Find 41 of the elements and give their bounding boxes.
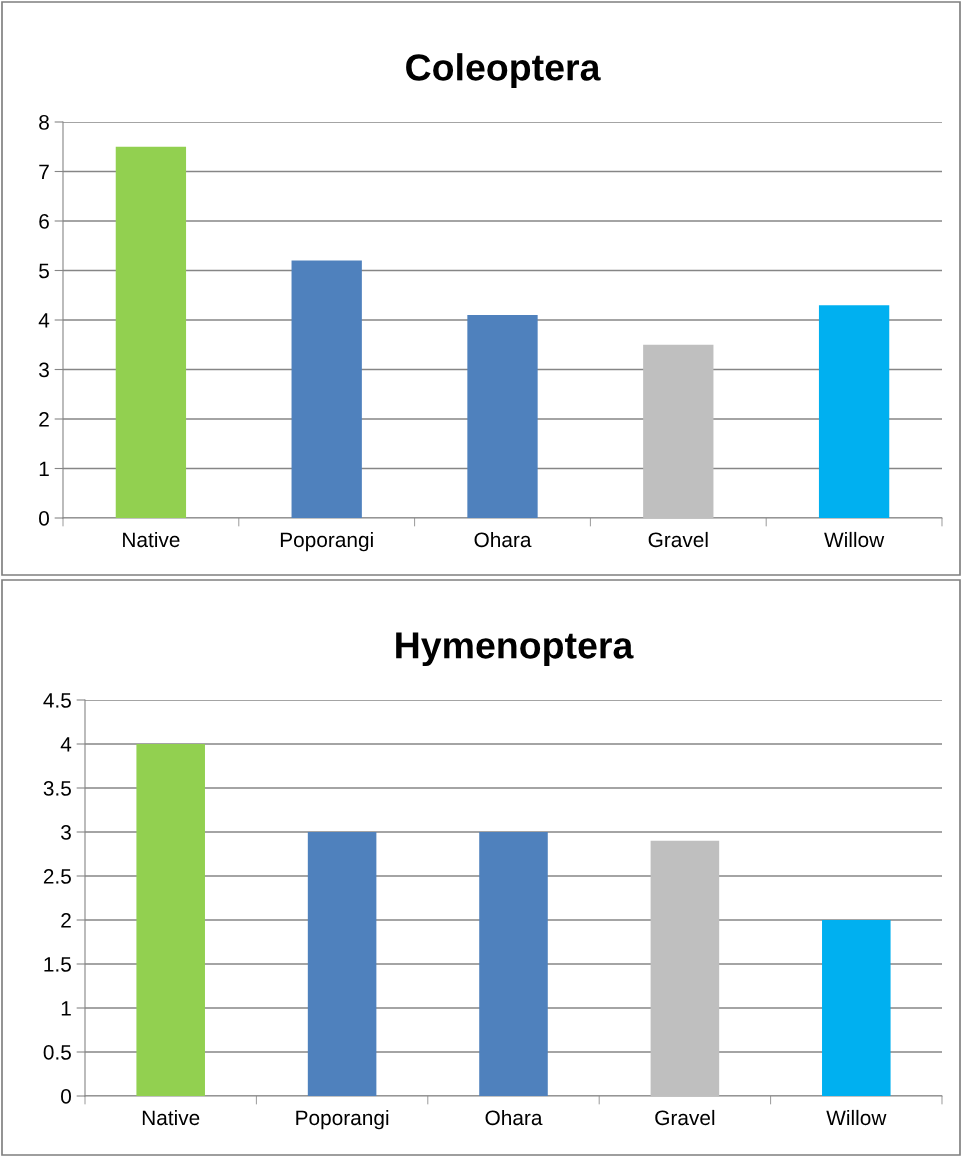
y-tick-label: 7	[39, 164, 49, 180]
bar	[479, 832, 548, 1096]
y-tick-label: 3	[61, 825, 71, 840]
bar	[115, 146, 187, 518]
y-tick-label: 8	[39, 115, 49, 130]
x-tick-label: Ohara	[485, 1109, 543, 1126]
x-tick-label: Gravel	[655, 1109, 715, 1126]
chart-title: Hymenoptera	[396, 632, 634, 667]
y-tick-label: 3	[39, 362, 49, 378]
x-tick-label: Poporangi	[296, 1109, 389, 1130]
bar	[136, 744, 205, 1096]
x-tick-label: Poporangi	[280, 531, 373, 552]
y-tick-label: 0	[61, 1089, 71, 1104]
y-tick-label: 2.5	[43, 869, 71, 884]
x-tick-label: Willow	[824, 531, 885, 548]
y-tick-label: 1	[61, 1001, 71, 1016]
bar	[291, 260, 362, 518]
x-tick-label: Willow	[826, 1109, 887, 1126]
x-tick-label: Native	[123, 531, 180, 548]
x-tick-label: Ohara	[474, 531, 532, 548]
y-tick-label: 0.5	[43, 1045, 71, 1060]
bar	[307, 832, 377, 1096]
y-tick-label: 4.5	[43, 693, 71, 708]
y-tick-label: 2	[39, 412, 49, 427]
y-tick-label: 5	[39, 263, 49, 279]
y-tick-label: 0	[39, 511, 49, 526]
bar	[818, 305, 890, 518]
y-tick-label: 4	[38, 313, 50, 328]
bar	[643, 344, 714, 518]
y-tick-label: 2	[61, 913, 71, 928]
bar	[822, 920, 891, 1096]
y-tick-label: 6	[39, 214, 49, 229]
bar	[650, 840, 720, 1096]
y-tick-label: 1.5	[44, 957, 71, 972]
bar	[467, 315, 538, 518]
x-tick-label: Native	[142, 1109, 200, 1126]
y-tick-label: 3.5	[43, 781, 71, 796]
y-tick-label: 1	[39, 461, 49, 477]
x-tick-label: Gravel	[648, 531, 708, 548]
chart-title: Coleoptera	[406, 53, 601, 89]
y-tick-label: 4	[60, 737, 72, 752]
